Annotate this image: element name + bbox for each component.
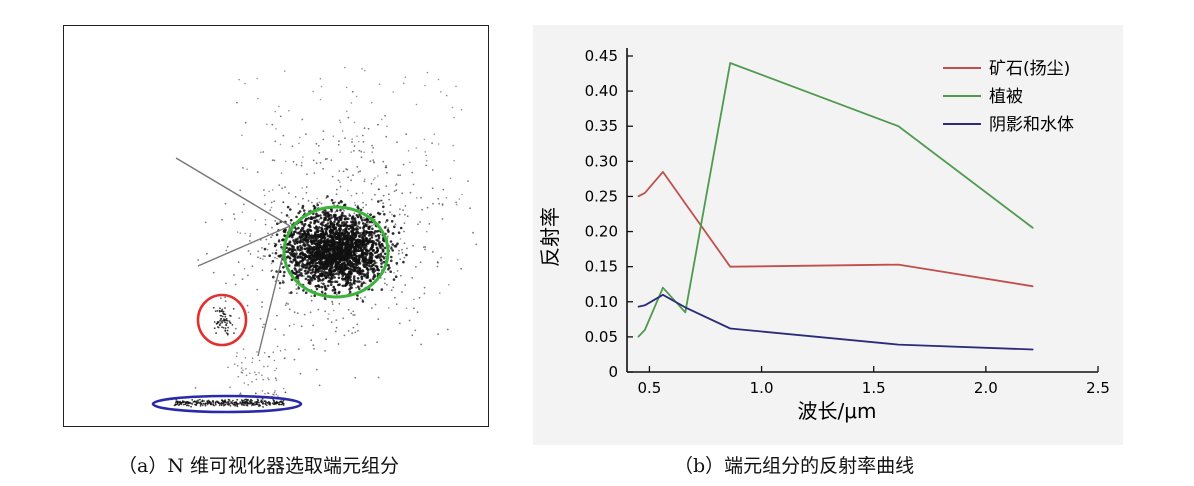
series-1-point xyxy=(684,202,686,205)
shadow-water-selection-ellipse xyxy=(151,394,303,414)
series-2-point xyxy=(684,311,686,313)
y-tick-label: 0.40 xyxy=(585,82,618,100)
x-tick-label: 2.0 xyxy=(974,379,998,397)
x-tick-label: 1.5 xyxy=(862,379,886,397)
projection-lines xyxy=(175,157,291,357)
series-2-point xyxy=(1032,227,1034,229)
legend-label: 矿石(扬尘) xyxy=(989,59,1070,79)
series-1-point xyxy=(637,195,639,197)
y-axis-label: 反射率 xyxy=(538,207,562,267)
series-1-point xyxy=(644,192,646,194)
projection-line xyxy=(175,157,291,227)
caption-a: （a）N 维可视化器选取端元组分 xyxy=(118,455,399,477)
series-2-point xyxy=(644,329,646,331)
series-2-point xyxy=(729,62,731,64)
series-line-1 xyxy=(637,170,1034,288)
x-axis-label: 波长/μm xyxy=(798,399,877,423)
series-2-point xyxy=(897,125,899,127)
legend-label: 阴影和水体 xyxy=(989,115,1074,135)
y-tick-label: 0.45 xyxy=(585,47,618,65)
y-tick-label: 0.25 xyxy=(585,187,618,205)
series-1-point xyxy=(897,264,899,266)
series-3-point xyxy=(644,304,646,306)
series-3-point xyxy=(897,344,899,346)
x-tick-label: 1.0 xyxy=(750,379,774,397)
n-d-visualizer-panel xyxy=(63,25,489,427)
chart-series xyxy=(637,62,1034,351)
series-1-point xyxy=(662,171,664,173)
series-3-point xyxy=(684,306,686,308)
series-1-point xyxy=(729,266,731,268)
series-line-3 xyxy=(638,293,1034,351)
series-2-point xyxy=(662,287,664,289)
series-1-point xyxy=(1032,285,1034,287)
scatter-plot xyxy=(151,66,478,414)
y-tick-label: 0 xyxy=(608,363,618,381)
x-tick-label: 0.5 xyxy=(637,379,661,397)
projection-line xyxy=(197,225,291,267)
series-line-2 xyxy=(637,62,1034,338)
y-tick-label: 0.30 xyxy=(585,152,618,170)
series-2-point xyxy=(637,336,639,338)
mineral-selection-ellipse xyxy=(196,293,248,347)
reflectance-chart-panel: 0.5 1.0 1.5 2.0 2.5 0 0.05 0.10 0.15 0.20 0.25 0.30… xyxy=(533,25,1123,445)
y-tick-label: 0.20 xyxy=(585,223,618,241)
legend-label: 植被 xyxy=(989,87,1023,107)
series-3-point xyxy=(637,306,639,308)
series-3-point xyxy=(729,327,731,330)
series-3-point xyxy=(662,294,664,296)
chart-axes: 0.5 1.0 1.5 2.0 2.5 0 0.05 0.10 0.15 0.20 0.25 0.30… xyxy=(585,47,1110,397)
x-tick-label: 2.5 xyxy=(1086,379,1110,397)
y-tick-label: 0.05 xyxy=(585,328,618,346)
series-3-point xyxy=(1032,348,1034,351)
y-tick-label: 0.15 xyxy=(585,258,618,276)
y-tick-label: 0.10 xyxy=(585,293,618,311)
vegetation-selection-ellipse xyxy=(282,205,390,299)
y-tick-label: 0.35 xyxy=(585,117,618,135)
scatter-points xyxy=(173,66,478,408)
reflectance-chart: 0.5 1.0 1.5 2.0 2.5 0 0.05 0.10 0.15 0.20 0.25 0.30… xyxy=(538,47,1110,423)
caption-b: （b）端元组分的反射率曲线 xyxy=(674,455,915,477)
